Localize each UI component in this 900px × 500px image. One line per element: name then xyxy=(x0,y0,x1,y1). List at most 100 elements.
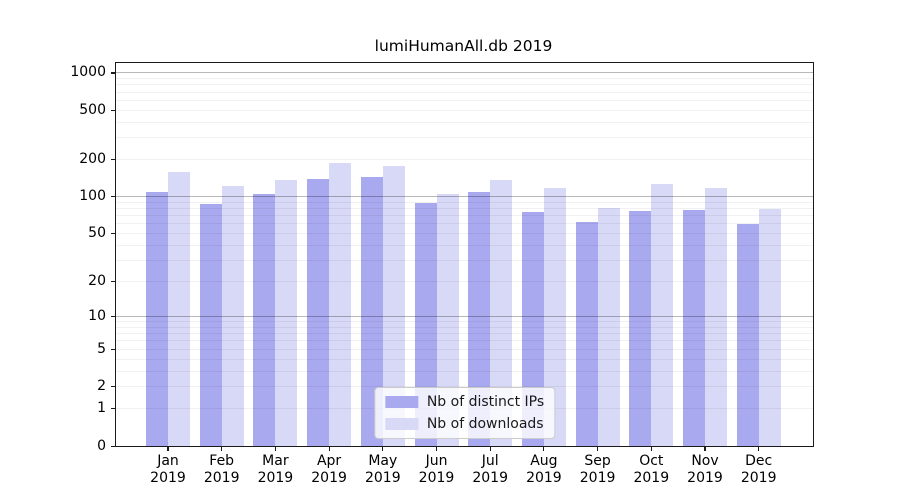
y-tick-label: 200 xyxy=(79,151,106,168)
gridline-minor xyxy=(116,244,813,246)
legend-label-downloads: Nb of downloads xyxy=(426,416,544,432)
gridline-minor xyxy=(116,99,813,101)
gridline-minor xyxy=(116,91,813,93)
gridline-minor xyxy=(116,84,813,86)
y-tick-mark xyxy=(111,233,115,235)
legend-item-distinct-ips: Nb of distinct IPs xyxy=(384,394,544,410)
y-tick-mark xyxy=(111,109,115,111)
x-tick-label-year: 2019 xyxy=(364,470,401,486)
gridline-major xyxy=(116,72,813,74)
bar-sep-distinct-ips xyxy=(575,222,598,446)
bar-jan-downloads xyxy=(168,172,190,446)
x-tick-label-year: 2019 xyxy=(203,470,240,486)
x-tick-label-year: 2019 xyxy=(311,470,347,486)
bar-dec-downloads xyxy=(758,208,781,446)
gridline-minor xyxy=(116,208,813,210)
gridline-major xyxy=(116,315,813,317)
x-tick-label-month: Jan xyxy=(157,453,179,469)
bar-nov-downloads xyxy=(705,187,727,446)
x-tick-label: Jan 2019 xyxy=(140,453,196,487)
plot-area: 1000 500 200 100 50 20 10 5 2 1 0 Jan 2019 Feb 2019 Mar… xyxy=(70,62,814,486)
y-tick-mark xyxy=(111,348,115,350)
y-tick-mark xyxy=(111,281,115,283)
x-tick-label: Jul 2019 xyxy=(462,453,518,487)
x-tick-label: May 2019 xyxy=(355,453,411,487)
bar-mar-distinct-ips xyxy=(253,194,276,446)
y-tick-mark xyxy=(111,315,115,318)
gridline-minor xyxy=(116,137,813,139)
x-tick-label: Sep 2019 xyxy=(570,453,626,487)
x-tick-mark xyxy=(167,447,169,451)
y-tick-label: 20 xyxy=(88,273,106,290)
gridline-minor xyxy=(116,109,813,111)
bar-jan-distinct-ips xyxy=(146,192,168,446)
bar-nov-distinct-ips xyxy=(683,209,705,446)
x-tick-mark xyxy=(221,447,223,451)
y-tick-label: 1000 xyxy=(70,64,106,81)
y-tick-mark xyxy=(111,408,115,410)
y-tick-label: 500 xyxy=(79,101,106,118)
gridline-minor xyxy=(116,78,813,80)
bar-apr-distinct-ips xyxy=(307,178,330,446)
gridline-minor xyxy=(116,223,813,225)
gridline-minor xyxy=(116,260,813,262)
legend: Nb of distinct IPs Nb of downloads xyxy=(373,387,556,439)
y-tick-mark xyxy=(111,196,115,198)
x-tick-label-month: Jul xyxy=(481,453,499,469)
x-tick-label: Feb 2019 xyxy=(194,453,250,487)
x-tick-label-month: Sep xyxy=(584,453,611,469)
gridline-minor xyxy=(116,233,813,235)
x-tick-label-year: 2019 xyxy=(740,470,777,486)
bar-apr-downloads xyxy=(329,162,352,446)
legend-item-downloads: Nb of downloads xyxy=(384,416,544,432)
gridline-minor xyxy=(116,348,813,350)
legend-swatch-downloads-icon xyxy=(384,418,418,430)
bar-mar-downloads xyxy=(275,179,298,446)
x-tick-label: Mar 2019 xyxy=(247,453,303,487)
x-tick-label-month: Aug xyxy=(530,453,558,469)
gridline-minor xyxy=(116,321,813,323)
x-tick-label-year: 2019 xyxy=(687,470,723,486)
x-tick-label-month: Mar xyxy=(262,453,289,469)
y-tick-mark xyxy=(111,386,115,388)
x-tick-mark xyxy=(597,447,599,451)
x-tick-label-month: May xyxy=(368,453,398,469)
x-tick-mark xyxy=(435,447,438,451)
legend-swatch-distinct-ips-icon xyxy=(384,396,418,408)
x-tick-label-year: 2019 xyxy=(257,470,294,486)
gridline-minor xyxy=(116,326,813,328)
x-tick-label: Jun 2019 xyxy=(409,453,465,487)
x-tick-label-month: Apr xyxy=(316,453,342,469)
x-tick-label-year: 2019 xyxy=(579,470,616,486)
y-tick-mark xyxy=(111,445,115,447)
x-tick-mark xyxy=(758,447,760,451)
x-tick-mark xyxy=(382,447,384,451)
x-tick-label-month: Oct xyxy=(639,453,664,469)
gridline-major xyxy=(116,196,813,198)
y-tick-label: 5 xyxy=(97,340,106,357)
y-tick-label: 0 xyxy=(97,437,106,454)
x-tick-label-year: 2019 xyxy=(150,470,186,486)
x-tick-label-month: Feb xyxy=(209,453,235,469)
x-tick-mark xyxy=(543,447,545,451)
x-tick-mark xyxy=(328,447,330,451)
bar-sep-downloads xyxy=(597,207,620,446)
gridline-minor xyxy=(116,340,813,342)
gridline-minor xyxy=(116,333,813,335)
bar-oct-downloads xyxy=(651,183,674,446)
y-tick-label: 1 xyxy=(97,400,106,417)
x-tick-label-month: Nov xyxy=(691,453,719,469)
gridline-minor xyxy=(116,370,813,372)
x-tick-label: Dec 2019 xyxy=(731,453,787,487)
chart-title: lumiHumanAll.db 2019 xyxy=(374,37,553,55)
x-tick-label-month: Dec xyxy=(745,453,773,469)
gridline-minor xyxy=(116,201,813,203)
x-tick-label: Oct 2019 xyxy=(623,453,679,487)
bar-dec-distinct-ips xyxy=(736,223,759,446)
y-tick-label: 100 xyxy=(79,188,106,205)
x-tick-label-year: 2019 xyxy=(633,470,670,486)
y-tick-label: 10 xyxy=(88,307,106,324)
gridline-minor xyxy=(116,159,813,161)
x-tick-label: Apr 2019 xyxy=(301,453,357,487)
